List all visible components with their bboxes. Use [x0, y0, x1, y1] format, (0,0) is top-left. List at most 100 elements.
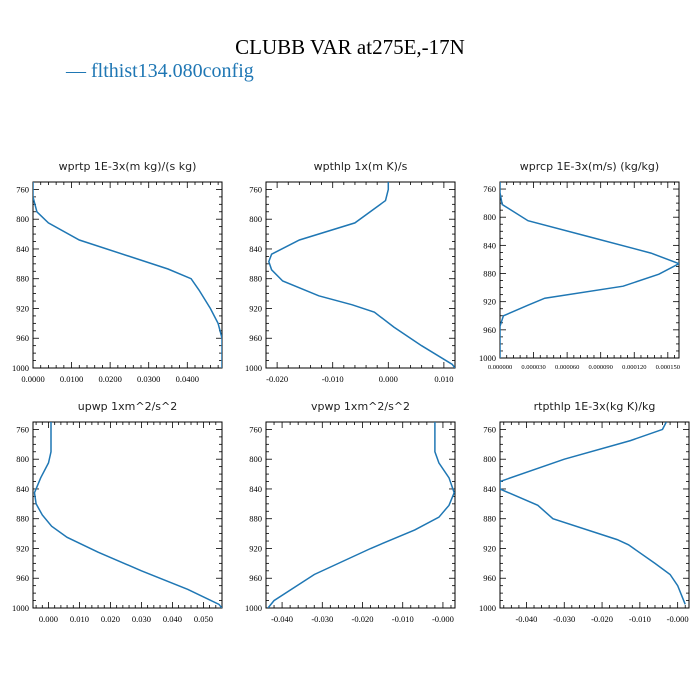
- x-tick-label: 0.0400: [176, 374, 199, 384]
- subplot-title: upwp 1xm^2/s^2: [78, 400, 178, 413]
- x-tick-label: 0.000000: [488, 364, 512, 371]
- series-line: [500, 182, 679, 358]
- y-tick-label: 840: [16, 244, 29, 254]
- x-tick-label: -0.040: [271, 614, 293, 624]
- y-tick-label: 800: [483, 212, 496, 222]
- y-tick-label: 800: [249, 454, 262, 464]
- x-tick-label: -0.040: [515, 614, 537, 624]
- x-tick-label: 0.010: [70, 614, 89, 624]
- subplot-grid: wprtp 1E-3x(m kg)/(s kg) 760 800 840 880 920 9…: [12, 160, 690, 624]
- subplot-5: vpwp 1xm^2/s^2 760 800 840 880 920 960 1000 -0.0…: [245, 400, 456, 624]
- x-tick-label: -0.030: [553, 614, 575, 624]
- x-tick-label: 0.010: [434, 374, 453, 384]
- series-line: [267, 422, 455, 608]
- x-tick-label: 0.000: [379, 374, 398, 384]
- x-tick-label: -0.010: [629, 614, 651, 624]
- x-tick-label: 0.0200: [98, 374, 121, 384]
- plot-frame: [265, 181, 456, 369]
- x-tick-label: 0.0100: [60, 374, 83, 384]
- y-tick-label: 1000: [479, 603, 496, 613]
- y-tick-label: 760: [249, 184, 262, 194]
- y-tick-label: 840: [483, 484, 496, 494]
- x-tick-label: 0.020: [101, 614, 120, 624]
- x-tick-label: 0.0300: [137, 374, 160, 384]
- subplot-title: wpthlp 1x(m K)/s: [314, 160, 408, 173]
- y-tick-label: 920: [249, 303, 262, 313]
- plot-frame: [32, 181, 223, 369]
- x-tick-label: -0.020: [266, 374, 288, 384]
- figure-title: CLUBB VAR at275E,-17N: [235, 35, 465, 59]
- x-tick-label: -0.010: [392, 614, 414, 624]
- y-tick-label: 920: [16, 543, 29, 553]
- y-tick-label: 800: [16, 454, 29, 464]
- x-tick-label: -0.020: [352, 614, 374, 624]
- y-tick-label: 760: [249, 424, 262, 434]
- x-tick-label: -0.000: [667, 614, 689, 624]
- y-tick-label: 880: [249, 274, 262, 284]
- subplot-title: vpwp 1xm^2/s^2: [311, 400, 410, 413]
- x-tick-label: -0.020: [591, 614, 613, 624]
- y-tick-label: 960: [249, 573, 262, 583]
- x-tick-label: 0.0000: [21, 374, 44, 384]
- plot-frame: [499, 421, 690, 609]
- subplot-title: wprcp 1E-3x(m/s) (kg/kg): [520, 160, 659, 173]
- y-tick-label: 880: [16, 274, 29, 284]
- subplot-4: upwp 1xm^2/s^2 760 800 840 880 920 960 1000 0.00…: [12, 400, 223, 624]
- series-line: [500, 422, 686, 605]
- y-tick-label: 880: [16, 514, 29, 524]
- y-tick-label: 960: [16, 333, 29, 343]
- series-line: [33, 422, 222, 608]
- series-line: [268, 182, 455, 368]
- legend-label: — flthist134.080config: [65, 60, 254, 82]
- x-tick-label: -0.010: [322, 374, 344, 384]
- y-tick-label: 800: [249, 214, 262, 224]
- y-tick-label: 960: [16, 573, 29, 583]
- y-tick-label: 840: [483, 240, 496, 250]
- x-tick-label: 0.000: [39, 614, 58, 624]
- x-tick-label: -0.030: [311, 614, 333, 624]
- x-tick-label: 0.040: [163, 614, 182, 624]
- plot-frame: [265, 421, 456, 609]
- x-tick-label: 0.000060: [555, 364, 579, 371]
- y-tick-label: 960: [483, 325, 496, 335]
- y-tick-label: 840: [249, 484, 262, 494]
- subplot-2: wpthlp 1x(m K)/s 760 800 840 880 920 960 1000 -0…: [245, 160, 456, 384]
- y-tick-label: 960: [483, 573, 496, 583]
- subplot-1: wprtp 1E-3x(m kg)/(s kg) 760 800 840 880 920 9…: [12, 160, 223, 384]
- y-tick-label: 760: [16, 424, 29, 434]
- x-tick-label: 0.030: [132, 614, 151, 624]
- subplot-3: wprcp 1E-3x(m/s) (kg/kg) 760 800 840 880 920 9…: [479, 160, 680, 371]
- y-tick-label: 800: [483, 454, 496, 464]
- y-tick-label: 920: [483, 297, 496, 307]
- x-tick-label: -0.000: [432, 614, 454, 624]
- subplot-6: rtpthlp 1E-3x(kg K)/kg 760 800 840 880 920 960…: [479, 400, 690, 624]
- y-tick-label: 880: [483, 514, 496, 524]
- subplot-title: rtpthlp 1E-3x(kg K)/kg: [534, 400, 656, 413]
- plot-frame: [32, 421, 223, 609]
- y-tick-label: 960: [249, 333, 262, 343]
- y-tick-label: 880: [249, 514, 262, 524]
- y-tick-label: 1000: [12, 603, 29, 613]
- y-tick-label: 800: [16, 214, 29, 224]
- y-tick-label: 1000: [245, 603, 262, 613]
- y-tick-label: 760: [483, 424, 496, 434]
- plot-frame: [499, 181, 680, 359]
- x-tick-label: 0.050: [194, 614, 213, 624]
- y-tick-label: 1000: [479, 353, 496, 363]
- x-tick-label: 0.000030: [521, 364, 545, 371]
- y-tick-label: 920: [483, 543, 496, 553]
- x-tick-label: 0.000150: [656, 364, 680, 371]
- y-tick-label: 1000: [245, 363, 262, 373]
- subplot-title: wprtp 1E-3x(m kg)/(s kg): [59, 160, 197, 173]
- y-tick-label: 920: [249, 543, 262, 553]
- series-line: [33, 182, 222, 368]
- y-tick-label: 1000: [12, 363, 29, 373]
- y-tick-label: 840: [249, 244, 262, 254]
- y-tick-label: 760: [483, 184, 496, 194]
- y-tick-label: 880: [483, 269, 496, 279]
- x-tick-label: 0.000120: [622, 364, 646, 371]
- y-tick-label: 840: [16, 484, 29, 494]
- y-tick-label: 760: [16, 184, 29, 194]
- x-tick-label: 0.000090: [589, 364, 613, 371]
